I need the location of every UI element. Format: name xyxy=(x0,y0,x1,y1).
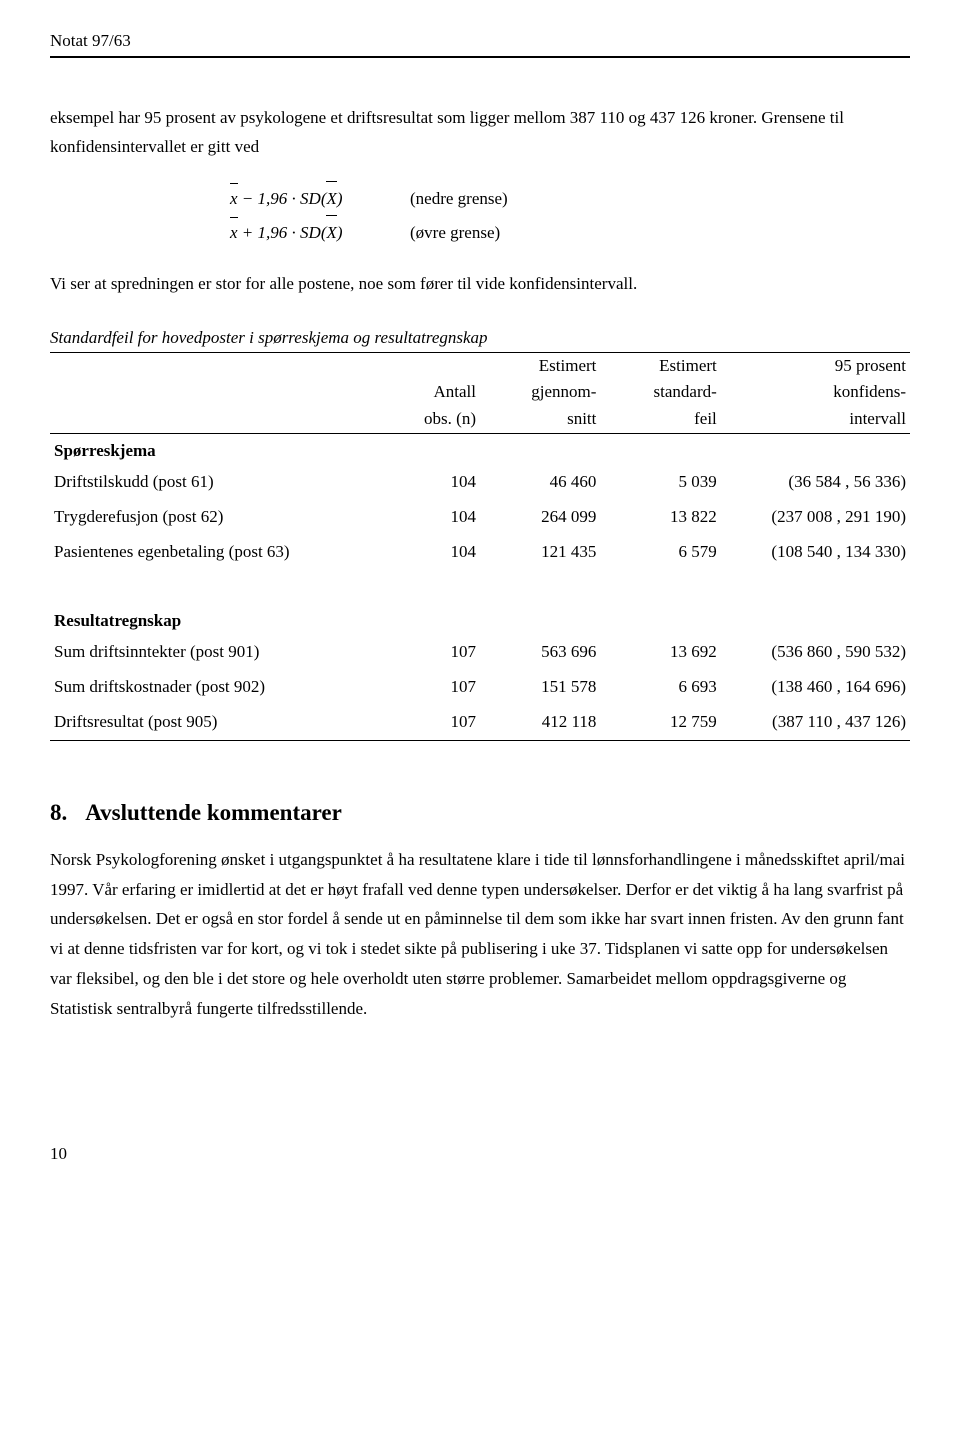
table-row: Sum driftsinntekter (post 901) 107 563 6… xyxy=(50,635,910,670)
formula-upper-math: x + 1,96 · SD(X) xyxy=(230,216,410,250)
formula-lower-label: (nedre grense) xyxy=(410,182,508,216)
section-sporreskjema: Spørreskjema xyxy=(50,434,394,465)
table-row: Trygderefusjon (post 62) 104 264 099 13 … xyxy=(50,500,910,535)
col-n-header: Antall xyxy=(394,379,480,406)
stats-table-2: Resultatregnskap Sum driftsinntekter (po… xyxy=(50,604,910,741)
formula-lower: x − 1,96 · SD(X) (nedre grense) xyxy=(230,182,910,216)
table-row: Driftsresultat (post 905) 107 412 118 12… xyxy=(50,705,910,740)
col-mean-header: Estimert xyxy=(480,352,600,379)
table-row: Driftstilskudd (post 61) 104 46 460 5 03… xyxy=(50,465,910,500)
page-number: 10 xyxy=(50,1143,910,1166)
table-row: Sum driftskostnader (post 902) 107 151 5… xyxy=(50,670,910,705)
table-caption: Standardfeil for hovedposter i spørreskj… xyxy=(50,327,910,350)
section-heading: 8. Avsluttende kommentarer xyxy=(50,797,910,828)
formula-block: x − 1,96 · SD(X) (nedre grense) x + 1,96… xyxy=(50,182,910,250)
formula-lower-math: x − 1,96 · SD(X) xyxy=(230,182,410,216)
paragraph-body: Norsk Psykologforening ønsket i utgangsp… xyxy=(50,845,910,1024)
page: Notat 97/63 eksempel har 95 prosent av p… xyxy=(0,0,960,1226)
paragraph-spread: Vi ser at spredningen er stor for alle p… xyxy=(50,270,910,299)
col-se-header: Estimert xyxy=(600,352,720,379)
paragraph-intro: eksempel har 95 prosent av psykologene e… xyxy=(50,104,910,162)
col-ci-header: 95 prosent xyxy=(721,352,910,379)
stats-table: Estimert Estimert 95 prosent Antall gjen… xyxy=(50,352,910,571)
formula-upper: x + 1,96 · SD(X) (øvre grense) xyxy=(230,216,910,250)
heading-text: Avsluttende kommentarer xyxy=(85,800,342,825)
section-resultatregnskap: Resultatregnskap xyxy=(50,604,394,635)
formula-upper-label: (øvre grense) xyxy=(410,216,500,250)
heading-number: 8. xyxy=(50,800,67,825)
table-row: Pasientenes egenbetaling (post 63) 104 1… xyxy=(50,535,910,570)
running-header: Notat 97/63 xyxy=(50,30,910,58)
